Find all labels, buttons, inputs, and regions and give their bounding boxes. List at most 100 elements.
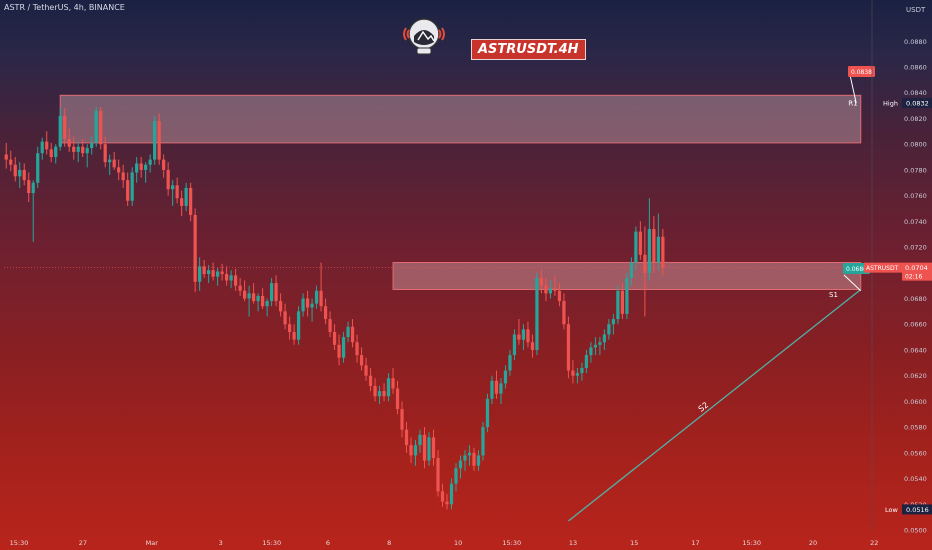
candle-body xyxy=(638,231,643,255)
candle-body xyxy=(171,185,175,190)
time-tick-label: 20 xyxy=(809,539,817,547)
high-tag-label: High xyxy=(883,100,898,108)
candle-body xyxy=(305,298,310,308)
last-tag-countdown: 02:16 xyxy=(905,274,922,281)
candle-body xyxy=(337,344,341,358)
candle-body xyxy=(256,295,260,302)
price-tick-label: 0.0640 xyxy=(904,346,927,354)
candle-body xyxy=(481,427,485,456)
time-tick-label: 15:30 xyxy=(10,539,29,547)
candle-body xyxy=(643,254,647,273)
candle-body xyxy=(13,164,17,177)
candle-body xyxy=(112,159,116,168)
candle-body xyxy=(139,163,143,170)
candle-body xyxy=(287,324,292,332)
time-tick-label: 17 xyxy=(691,539,699,547)
price-tick-label: 0.0840 xyxy=(904,89,927,97)
candle-body xyxy=(503,370,508,384)
price-tick-label: 0.0500 xyxy=(904,527,927,535)
candle-body xyxy=(625,277,629,314)
candle-body xyxy=(544,285,548,294)
candle-body xyxy=(49,149,53,158)
candle-body xyxy=(233,275,238,286)
candle-body xyxy=(238,285,242,291)
candle-body xyxy=(126,180,130,201)
support-trendline xyxy=(568,288,862,522)
axis-layer: USDT 0.0880 0.0860 0.0840 0.0820 0.0800 0.0780… xyxy=(10,0,932,547)
level-s1-pointer xyxy=(843,274,862,292)
candle-body xyxy=(175,185,179,199)
candle-body xyxy=(148,159,152,165)
candle-body xyxy=(386,378,391,397)
candle-body xyxy=(350,326,355,343)
time-tick-label: 6 xyxy=(326,539,330,547)
candle-body xyxy=(67,139,71,147)
candle-body xyxy=(472,452,476,466)
zones-layer xyxy=(59,94,862,291)
candle-body xyxy=(611,319,616,325)
candle-body xyxy=(521,329,526,340)
candle-body xyxy=(346,326,350,338)
candle-body xyxy=(225,274,229,281)
candle-body xyxy=(391,378,395,389)
candle-body xyxy=(31,182,35,194)
candle-body xyxy=(103,144,107,163)
level-r1-tag xyxy=(848,66,875,77)
candle-body xyxy=(247,293,251,299)
candle-body xyxy=(207,270,211,275)
time-tick-label: 13 xyxy=(569,539,577,547)
candle-body xyxy=(409,445,413,456)
price-tick-label: 0.0720 xyxy=(904,244,927,252)
price-tick-label: 0.0540 xyxy=(904,475,927,483)
candle-body xyxy=(274,283,278,302)
candle-body xyxy=(63,115,67,140)
price-tick-label: 0.0800 xyxy=(904,141,927,149)
candles-layer xyxy=(4,106,665,510)
price-tick-label: 0.0780 xyxy=(904,166,927,174)
last-tag-symbol-box xyxy=(864,262,902,273)
candle-body xyxy=(211,270,215,277)
candle-body xyxy=(162,159,166,170)
candle-body xyxy=(72,146,76,152)
candle-body xyxy=(436,457,440,492)
level-r1-label: R1 xyxy=(848,99,857,107)
candle-body xyxy=(458,460,463,469)
candle-body xyxy=(45,141,49,150)
candle-body xyxy=(265,301,269,307)
candle-body xyxy=(292,331,296,340)
candle-body xyxy=(319,290,323,307)
price-tick-label: 0.0660 xyxy=(904,321,927,329)
candle-body xyxy=(512,334,517,356)
time-tick-label: 10 xyxy=(454,539,462,547)
candle-body xyxy=(36,153,40,183)
candle-body xyxy=(575,373,580,376)
candle-body xyxy=(108,159,112,163)
candle-body xyxy=(589,347,593,356)
candle-body xyxy=(269,283,274,302)
candle-body xyxy=(54,146,58,158)
candle-body xyxy=(476,455,481,466)
candle-body xyxy=(76,146,80,152)
candle-body xyxy=(418,434,422,446)
time-tick-label: 15:30 xyxy=(742,539,761,547)
candle-body xyxy=(301,298,305,312)
price-tick-label: 0.0620 xyxy=(904,372,927,380)
time-tick-label: 15 xyxy=(630,539,638,547)
candle-body xyxy=(157,121,161,160)
candle-body xyxy=(584,355,589,368)
candle-body xyxy=(166,169,170,190)
candle-body xyxy=(22,169,26,181)
candle-body xyxy=(553,288,557,291)
candle-body xyxy=(355,342,359,356)
candle-body xyxy=(557,290,562,302)
candle-body xyxy=(81,146,85,154)
candle-body xyxy=(530,342,535,350)
candle-body xyxy=(40,141,44,154)
price-tick-label: 0.0820 xyxy=(904,115,927,123)
candle-body xyxy=(467,452,472,456)
candle-body xyxy=(485,398,490,428)
candle-body xyxy=(440,491,445,502)
candle-body xyxy=(598,342,602,345)
